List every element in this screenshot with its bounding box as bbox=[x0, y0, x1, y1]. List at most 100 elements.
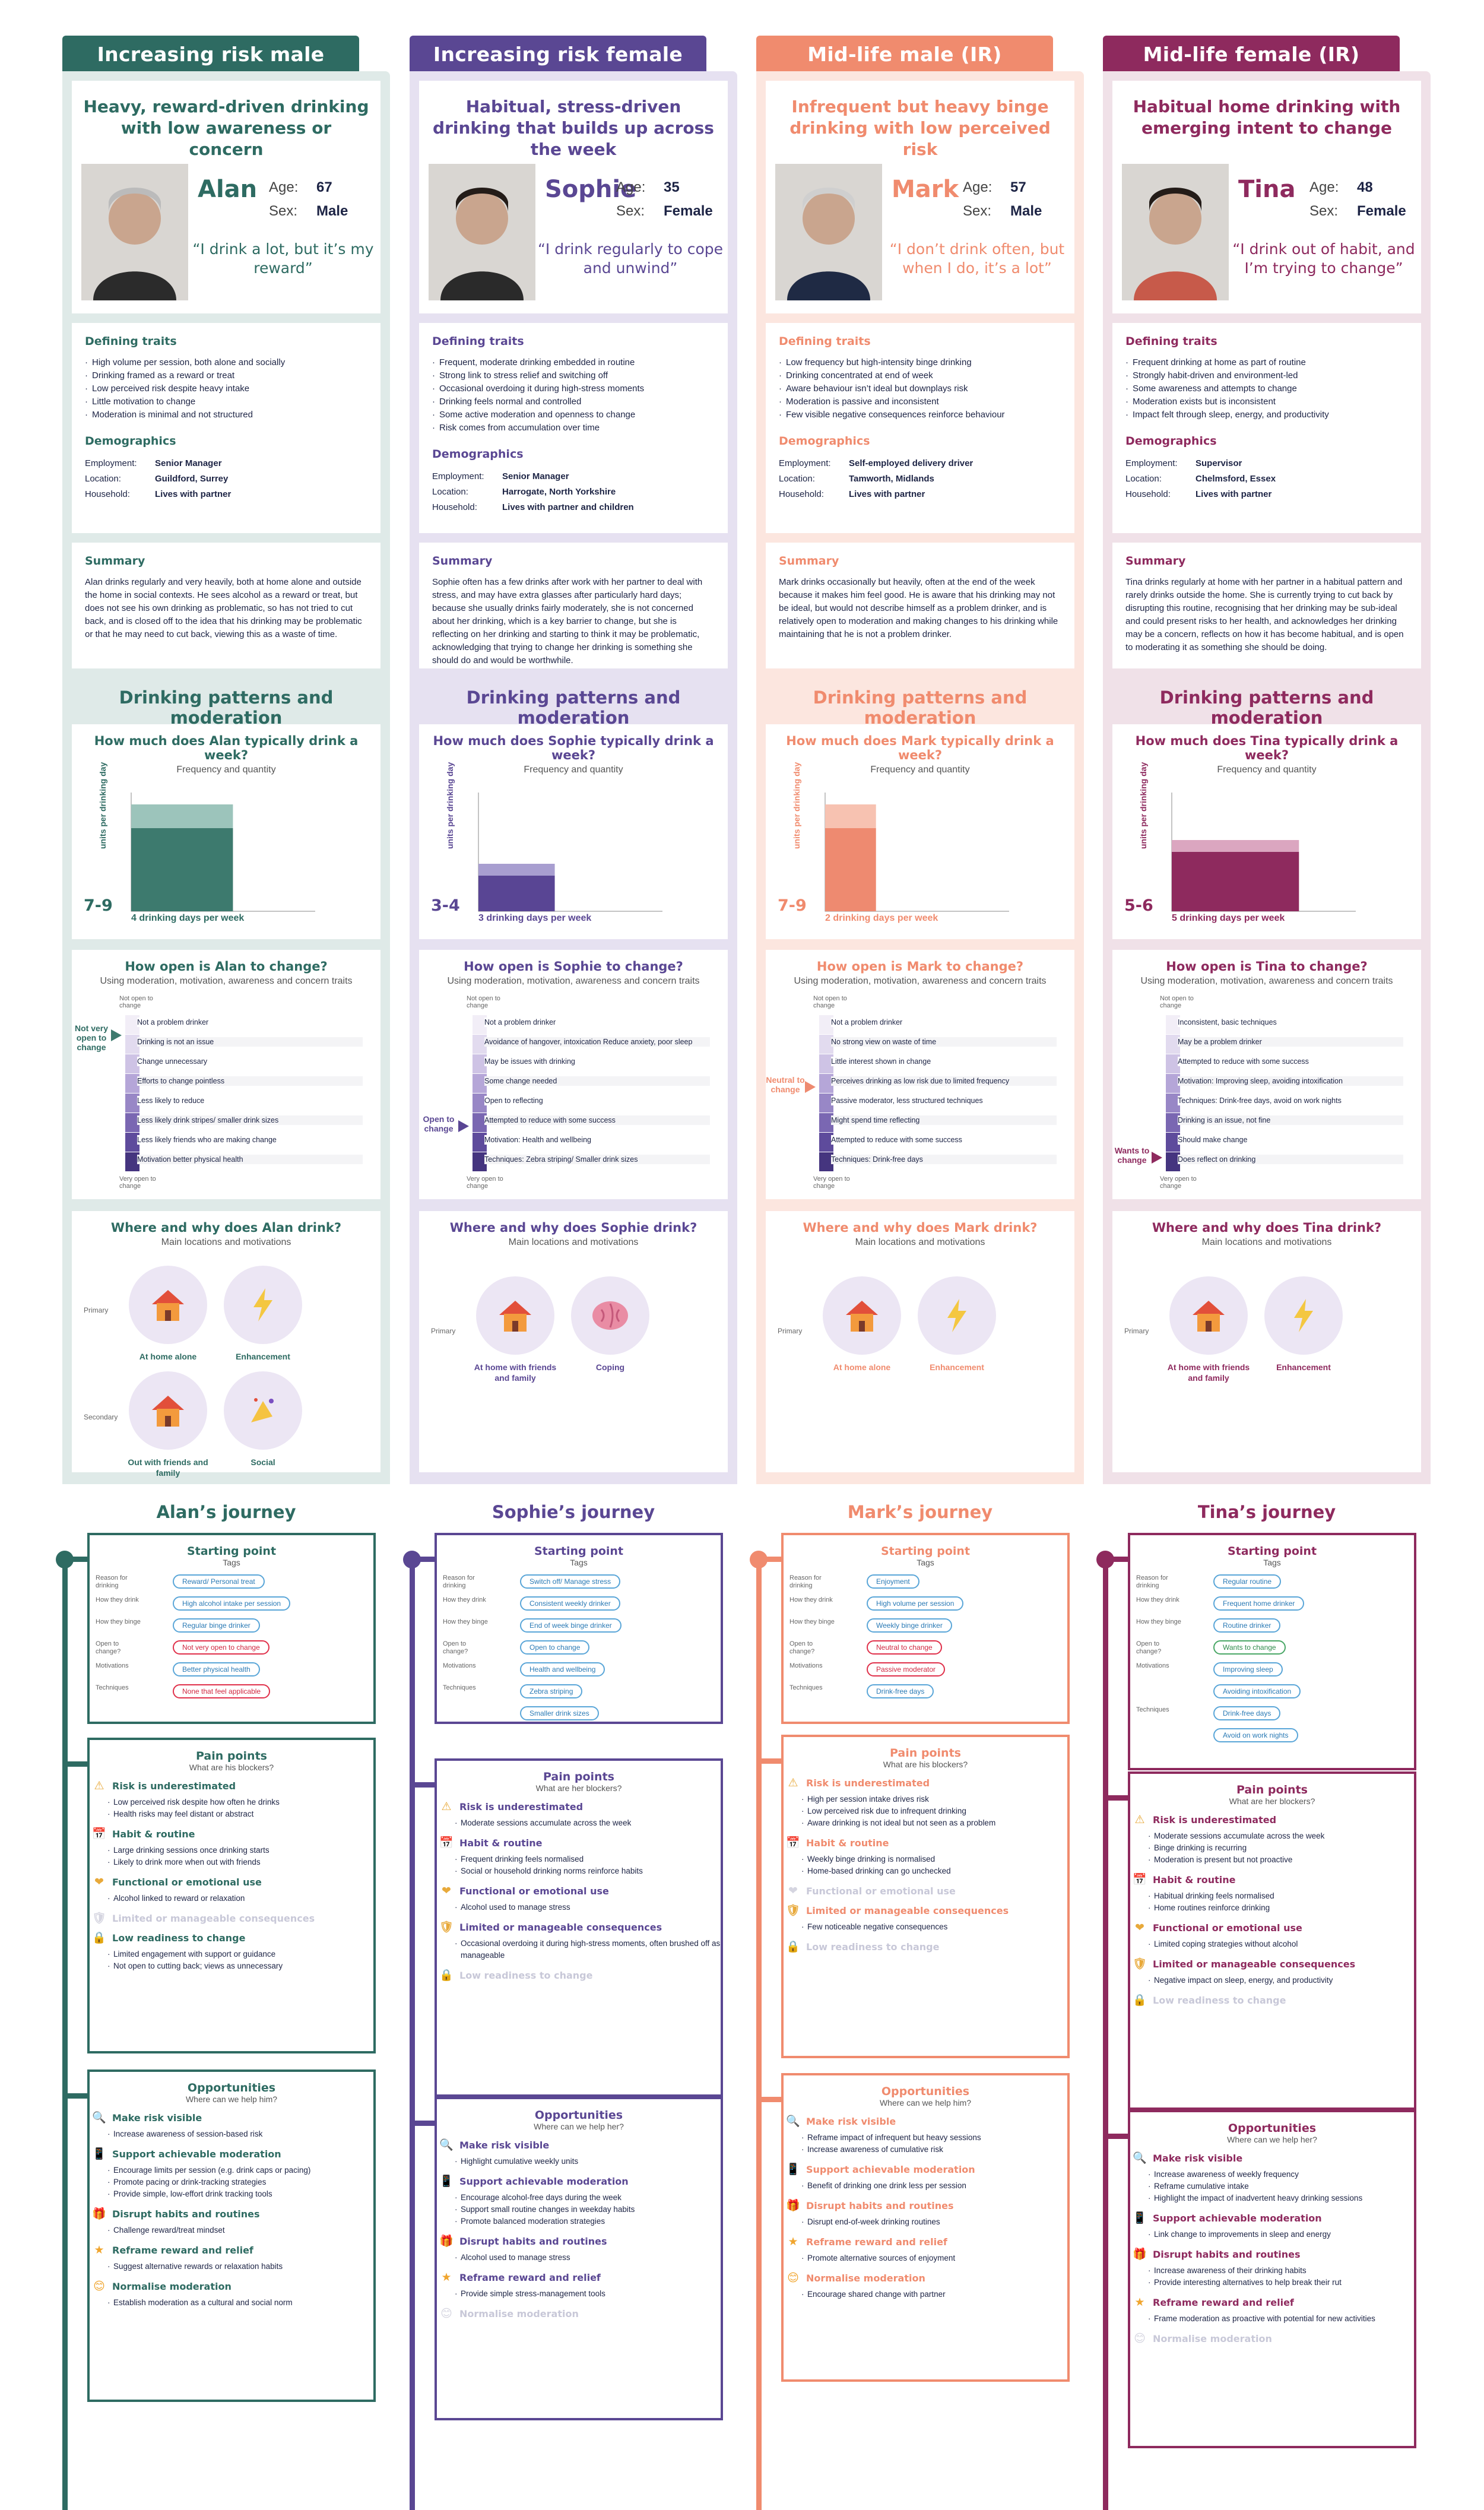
persona-tab[interactable]: Mid-life male (IR) bbox=[756, 36, 1053, 72]
persona-tab[interactable]: Increasing risk female bbox=[410, 36, 706, 72]
party-icon bbox=[224, 1371, 302, 1450]
opportunities-box: Opportunities Where can we help him? 🔍 Make… bbox=[87, 2070, 376, 2402]
pain-bullet: Large drinking sessions once drinking st… bbox=[107, 1845, 373, 1856]
opportunities-subtitle: Where can we help her? bbox=[1227, 2135, 1317, 2144]
persona-headline: Heavy, reward-driven drinking with low a… bbox=[83, 97, 369, 159]
tag-chip[interactable]: Passive moderator bbox=[867, 1662, 946, 1676]
opportunity-bullets: Increase awareness of session-based risk bbox=[107, 2128, 373, 2140]
tag-chip[interactable]: Better physical health bbox=[173, 1662, 260, 1676]
pain-bullet: Not open to cutting back; views as unnec… bbox=[107, 1960, 373, 1972]
opportunity-heading-text: Disrupt habits and routines bbox=[459, 2236, 607, 2247]
tag-chip[interactable]: Improving sleep bbox=[1213, 1662, 1283, 1676]
opportunity-heading: ★ Reframe reward and relief bbox=[788, 2235, 1067, 2248]
openness-panel: How open is Mark to change? Using moderat… bbox=[766, 950, 1074, 1199]
tag-key: How they binge bbox=[96, 1618, 141, 1625]
pain-heading-text: Low readiness to change bbox=[806, 1941, 940, 1953]
summary-title: Summary bbox=[1125, 554, 1186, 568]
tag-chip[interactable]: None that feel applicable bbox=[173, 1684, 271, 1698]
tag-chip[interactable]: Regular binge drinker bbox=[173, 1618, 260, 1633]
persona-column: Mid-life female (IR) Habitual home drinki… bbox=[1096, 0, 1431, 2510]
opportunity-heading-text: Disrupt habits and routines bbox=[1153, 2249, 1301, 2260]
persona-tab[interactable]: Increasing risk male bbox=[62, 36, 359, 72]
opportunity-bullets: Provide simple stress-management tools bbox=[455, 2288, 721, 2300]
openness-item: May be issues with drinking bbox=[484, 1057, 710, 1066]
tag-chip[interactable]: Drink-free days bbox=[1213, 1706, 1281, 1720]
openness-item: Open to reflecting bbox=[484, 1096, 710, 1105]
tag-chip[interactable]: Health and wellbeing bbox=[520, 1662, 605, 1676]
tag-chip[interactable]: Avoiding intoxification bbox=[1213, 1684, 1301, 1698]
profile-section: Infrequent but heavy binge drinking with… bbox=[756, 71, 1084, 697]
tag-chip[interactable]: Enjoyment bbox=[867, 1574, 919, 1589]
pain-heading: ⚠ Risk is underestimated bbox=[1134, 1813, 1414, 1826]
tag-chip[interactable]: Neutral to change bbox=[867, 1640, 942, 1655]
demographic-key: Location: bbox=[779, 474, 815, 484]
pain-heading-text: Limited or manageable consequences bbox=[112, 1913, 315, 1924]
primary-label: Primary bbox=[778, 1327, 803, 1335]
tag-chip[interactable]: Drink-free days bbox=[867, 1684, 934, 1698]
units-range-bar bbox=[825, 804, 876, 828]
tag-chip[interactable]: Smaller drink sizes bbox=[520, 1706, 599, 1720]
pain-bullet: Limited engagement with support or guida… bbox=[107, 1948, 373, 1960]
heart-icon: ❤ bbox=[1135, 1921, 1144, 1934]
warning-icon: ⚠ bbox=[94, 1779, 104, 1792]
opportunity-bullet: Disrupt end-of-week drinking routines bbox=[801, 2216, 1067, 2228]
tag-chip[interactable]: Reward/ Personal treat bbox=[173, 1574, 265, 1589]
opp-connector bbox=[410, 2121, 435, 2126]
tag-chip[interactable]: Not very open to change bbox=[173, 1640, 269, 1655]
tag-row: How they drink High volume per session bbox=[784, 1596, 1067, 1618]
pain-connector bbox=[62, 1761, 87, 1767]
opportunity-bullet: Encourage limits per session (e.g. drink… bbox=[107, 2164, 373, 2176]
tag-chip[interactable]: Open to change bbox=[520, 1640, 590, 1655]
tag-chip[interactable]: Zebra striping bbox=[520, 1684, 583, 1698]
tag-chip[interactable]: High volume per session bbox=[867, 1596, 964, 1611]
opportunity-bullet: Provide simple, low-effort drink trackin… bbox=[107, 2188, 373, 2200]
section-title: Drinking patterns and moderation bbox=[119, 687, 334, 728]
tag-row: How they binge Weekly binge drinker bbox=[784, 1618, 1067, 1640]
tag-chip[interactable]: Regular routine bbox=[1213, 1574, 1282, 1589]
pain-heading: 🔒 Low readiness to change bbox=[92, 1931, 373, 1944]
persona-photo bbox=[429, 164, 535, 300]
magnifier-icon: 🔍 bbox=[92, 2111, 106, 2124]
tag-chip[interactable]: Frequent home drinker bbox=[1213, 1596, 1305, 1611]
trait-item: Aware behaviour isn’t ideal but downplay… bbox=[779, 382, 1061, 395]
opportunity-bullet: Encourage alcohol-free days during the w… bbox=[455, 2192, 721, 2204]
pain-connector bbox=[756, 1758, 781, 1764]
tag-chip[interactable]: End of week binge drinker bbox=[520, 1618, 621, 1633]
tag-chip[interactable]: Consistent weekly drinker bbox=[520, 1596, 620, 1611]
tag-key: Reason for drinking bbox=[443, 1574, 475, 1589]
tag-row: Open to change? Open to change bbox=[437, 1640, 721, 1662]
tag-row: Open to change? Wants to change bbox=[1130, 1640, 1414, 1662]
persona-age-sex-labels: Age: Sex: bbox=[1309, 176, 1339, 223]
pain-heading: ❤ Functional or emotional use bbox=[1135, 1921, 1414, 1934]
openness-item: Change unnecessary bbox=[137, 1057, 363, 1066]
tag-chip[interactable]: Avoid on work nights bbox=[1213, 1728, 1298, 1742]
tag-chip[interactable]: High alcohol intake per session bbox=[173, 1596, 291, 1611]
opportunity-bullet: Frame moderation as proactive with poten… bbox=[1148, 2313, 1414, 2325]
units-range-bar bbox=[1172, 840, 1299, 852]
tag-chip[interactable]: Routine drinker bbox=[1213, 1618, 1281, 1633]
opportunity-bullet: Challenge reward/treat mindset bbox=[107, 2224, 373, 2236]
pain-bullets: Moderate sessions accumulate across the … bbox=[1148, 1830, 1414, 1866]
where-question: Where and why does Alan drink? bbox=[110, 1221, 342, 1235]
starting-point-box: Starting point Tags Reason for drinking Swi… bbox=[435, 1533, 723, 1724]
tag-row: Motivations Health and wellbeing bbox=[437, 1662, 721, 1684]
persona-age-sex-labels: Age: Sex: bbox=[963, 176, 992, 223]
tag-chip[interactable]: Switch off/ Manage stress bbox=[520, 1574, 621, 1589]
demographic-value: Tamworth, Midlands bbox=[849, 474, 934, 484]
tag-chip[interactable]: Wants to change bbox=[1213, 1640, 1286, 1655]
tag-row: How they binge Regular binge drinker bbox=[90, 1618, 373, 1640]
opportunity-heading: 🔍 Make risk visible bbox=[786, 2115, 1067, 2128]
opportunity-bullet: Reframe cumulative intake bbox=[1148, 2181, 1414, 2192]
pain-bullet: Moderation is present but not proactive bbox=[1148, 1854, 1414, 1866]
opportunity-bullets: Increase awareness of their drinking hab… bbox=[1148, 2265, 1414, 2289]
persona-tab[interactable]: Mid-life female (IR) bbox=[1103, 36, 1400, 72]
units-range-bar bbox=[131, 804, 233, 828]
openness-pointer-icon bbox=[458, 1120, 469, 1132]
opportunity-bullets: Establish moderation as a cultural and s… bbox=[107, 2297, 373, 2309]
opportunity-heading-text: Disrupt habits and routines bbox=[806, 2200, 954, 2211]
tag-key: How they binge bbox=[789, 1618, 835, 1625]
pain-bullet: Occasional overdoing it during high-stre… bbox=[455, 1938, 721, 1961]
traits-card: Defining traits Frequent drinking at home… bbox=[1112, 323, 1421, 533]
tag-row: How they drink Frequent home drinker bbox=[1130, 1596, 1414, 1618]
tag-chip[interactable]: Weekly binge drinker bbox=[867, 1618, 952, 1633]
